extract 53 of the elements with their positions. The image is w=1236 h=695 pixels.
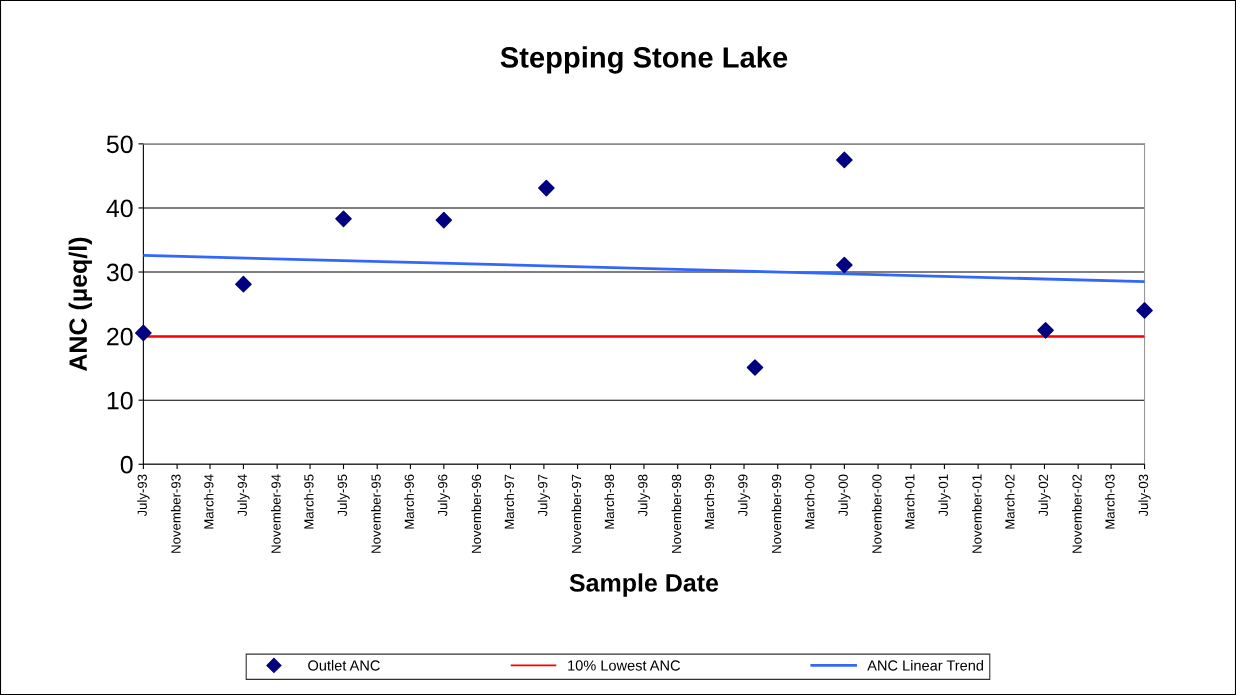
x-tick-label: November-98 [671, 474, 682, 553]
x-tick-label: March-95 [303, 474, 314, 529]
y-tick-label: 40 [106, 199, 133, 218]
x-tick-label: November-93 [170, 474, 181, 553]
point [538, 179, 555, 197]
x-tick-label: July-02 [1038, 474, 1051, 517]
point [435, 211, 453, 229]
point [836, 256, 853, 274]
x-tick-label: March-02 [1004, 474, 1015, 529]
y-tick-label: 20 [107, 327, 133, 346]
x-axis-title: Sample Date [569, 573, 719, 597]
x-tick-label: November-99 [771, 474, 782, 553]
x-tick-label: March-00 [804, 474, 815, 529]
x-tick-label: July-95 [337, 474, 350, 517]
x-tick-label: July-96 [437, 474, 450, 517]
x-tick-label: March-99 [704, 474, 715, 529]
y-tick-label: 10 [107, 391, 133, 410]
x-tick-label: July-00 [838, 474, 851, 517]
legend-label: 10% Lowest ANC [568, 660, 681, 671]
point [836, 151, 853, 169]
x-tick-label: July-03 [1138, 474, 1151, 517]
x-tick-label: November-02 [1072, 474, 1082, 553]
x-tick-label: March-01 [904, 474, 915, 529]
point [135, 324, 152, 342]
x-tick-label: March-03 [1104, 474, 1115, 529]
x-tick-label: March-98 [604, 474, 615, 529]
x-tick-label: November-96 [471, 474, 482, 553]
x-tick-label: July-01 [938, 474, 951, 517]
y-tick-label: 0 [120, 455, 133, 474]
x-tick-label: November-00 [871, 474, 882, 553]
x-tick-label: November-94 [271, 474, 281, 553]
x-tick-label: November-01 [971, 474, 982, 553]
x-tick-label: March-96 [404, 474, 414, 529]
point [235, 275, 252, 293]
x-tick-label: July-94 [237, 474, 250, 517]
x-tick-label: November-95 [371, 474, 381, 553]
x-tick-label: July-98 [637, 474, 651, 517]
legend-label: Outlet ANC [308, 659, 380, 671]
y-tick-label: 30 [106, 263, 133, 282]
x-tick-label: March-97 [504, 474, 514, 529]
x-tick-label: July-97 [537, 474, 551, 517]
point [1037, 322, 1054, 339]
y-tick-label: 50 [106, 135, 133, 154]
legend-label: ANC Linear Trend [867, 659, 984, 671]
point [746, 359, 764, 376]
x-tick-label: July-93 [137, 474, 150, 517]
chart-title: Stepping Stone Lake [500, 46, 788, 74]
point [1136, 302, 1153, 319]
x-tick-label: November-97 [571, 474, 582, 553]
x-tick-label: March-94 [203, 474, 214, 529]
point [335, 210, 352, 228]
x-tick-label: July-99 [737, 474, 751, 517]
y-axis-title: ANC (µeq/l) [68, 237, 92, 372]
